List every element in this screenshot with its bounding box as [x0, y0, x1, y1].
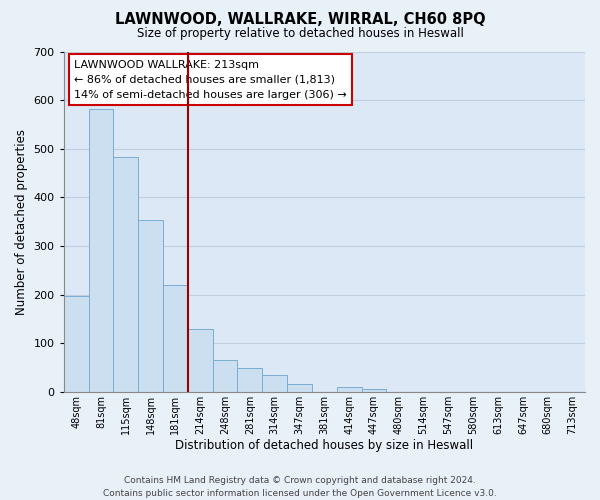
Bar — [262, 376, 287, 392]
Bar — [238, 368, 262, 392]
Bar — [113, 156, 138, 392]
Text: LAWNWOOD WALLRAKE: 213sqm
← 86% of detached houses are smaller (1,813)
14% of se: LAWNWOOD WALLRAKE: 213sqm ← 86% of detac… — [74, 60, 347, 100]
Bar — [188, 328, 212, 392]
Text: LAWNWOOD, WALLRAKE, WIRRAL, CH60 8PQ: LAWNWOOD, WALLRAKE, WIRRAL, CH60 8PQ — [115, 12, 485, 28]
Text: Size of property relative to detached houses in Heswall: Size of property relative to detached ho… — [137, 28, 463, 40]
Bar — [337, 387, 362, 392]
X-axis label: Distribution of detached houses by size in Heswall: Distribution of detached houses by size … — [175, 440, 473, 452]
Bar — [362, 389, 386, 392]
Y-axis label: Number of detached properties: Number of detached properties — [15, 128, 28, 314]
Bar — [89, 110, 113, 392]
Text: Contains HM Land Registry data © Crown copyright and database right 2024.
Contai: Contains HM Land Registry data © Crown c… — [103, 476, 497, 498]
Bar — [212, 360, 238, 392]
Bar — [163, 285, 188, 392]
Bar — [64, 296, 89, 392]
Bar — [138, 220, 163, 392]
Bar — [287, 384, 312, 392]
